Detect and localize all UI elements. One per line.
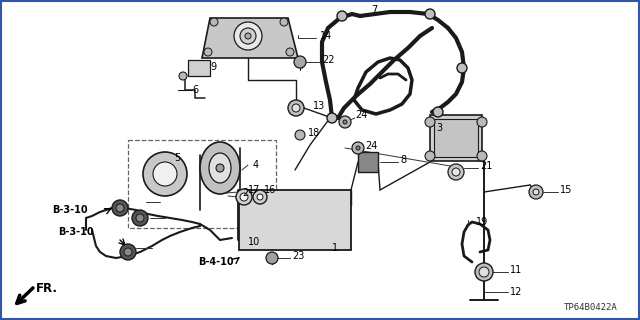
Text: B-3-10: B-3-10 bbox=[52, 205, 88, 215]
Circle shape bbox=[116, 204, 124, 212]
Circle shape bbox=[294, 56, 306, 68]
Text: B-4-10: B-4-10 bbox=[198, 257, 234, 267]
Circle shape bbox=[124, 248, 132, 256]
Circle shape bbox=[288, 100, 304, 116]
Text: 10: 10 bbox=[248, 237, 260, 247]
Text: 3: 3 bbox=[436, 123, 442, 133]
Circle shape bbox=[112, 200, 128, 216]
Circle shape bbox=[452, 168, 460, 176]
Text: 2: 2 bbox=[242, 188, 248, 198]
Circle shape bbox=[295, 130, 305, 140]
Text: B-3-10: B-3-10 bbox=[58, 227, 93, 237]
Circle shape bbox=[425, 151, 435, 161]
Circle shape bbox=[257, 194, 263, 200]
Circle shape bbox=[533, 189, 539, 195]
Circle shape bbox=[245, 33, 251, 39]
Circle shape bbox=[143, 152, 187, 196]
Text: 11: 11 bbox=[510, 265, 522, 275]
Bar bbox=[239, 190, 351, 250]
Text: FR.: FR. bbox=[36, 282, 58, 294]
Circle shape bbox=[179, 72, 187, 80]
Circle shape bbox=[136, 214, 144, 222]
Circle shape bbox=[477, 151, 487, 161]
Bar bbox=[358, 152, 378, 172]
Circle shape bbox=[425, 117, 435, 127]
Circle shape bbox=[236, 189, 252, 205]
Text: 5: 5 bbox=[174, 153, 180, 163]
Circle shape bbox=[477, 117, 487, 127]
Circle shape bbox=[132, 210, 148, 226]
Text: 9: 9 bbox=[210, 62, 216, 72]
Circle shape bbox=[286, 48, 294, 56]
Text: 21: 21 bbox=[480, 161, 492, 171]
Circle shape bbox=[240, 28, 256, 44]
Circle shape bbox=[433, 107, 443, 117]
Circle shape bbox=[204, 48, 212, 56]
Circle shape bbox=[479, 267, 489, 277]
Circle shape bbox=[475, 263, 493, 281]
Circle shape bbox=[280, 18, 288, 26]
Text: 18: 18 bbox=[308, 128, 320, 138]
Circle shape bbox=[210, 18, 218, 26]
Polygon shape bbox=[202, 18, 298, 58]
Circle shape bbox=[266, 252, 278, 264]
Circle shape bbox=[352, 142, 364, 154]
Circle shape bbox=[343, 120, 347, 124]
Text: 4: 4 bbox=[253, 160, 259, 170]
Bar bbox=[188, 60, 210, 76]
Circle shape bbox=[240, 193, 248, 201]
Text: 17: 17 bbox=[248, 185, 260, 195]
Text: 7: 7 bbox=[371, 5, 377, 15]
Circle shape bbox=[234, 22, 262, 50]
Text: 16: 16 bbox=[264, 185, 276, 195]
Circle shape bbox=[448, 164, 464, 180]
Bar bbox=[430, 115, 482, 161]
Text: 15: 15 bbox=[560, 185, 572, 195]
Text: 13: 13 bbox=[313, 101, 325, 111]
Ellipse shape bbox=[209, 153, 231, 183]
Text: 12: 12 bbox=[510, 287, 522, 297]
Text: 6: 6 bbox=[192, 85, 198, 95]
Circle shape bbox=[153, 162, 177, 186]
Circle shape bbox=[339, 116, 351, 128]
Circle shape bbox=[425, 9, 435, 19]
Circle shape bbox=[327, 113, 337, 123]
Text: 22: 22 bbox=[322, 55, 335, 65]
Text: 23: 23 bbox=[292, 251, 305, 261]
Circle shape bbox=[337, 11, 347, 21]
Circle shape bbox=[457, 63, 467, 73]
Text: 1: 1 bbox=[332, 243, 338, 253]
Text: 24: 24 bbox=[355, 110, 367, 120]
Text: 19: 19 bbox=[476, 217, 488, 227]
Circle shape bbox=[120, 244, 136, 260]
Circle shape bbox=[529, 185, 543, 199]
Bar bbox=[128, 140, 276, 228]
Circle shape bbox=[356, 146, 360, 150]
Circle shape bbox=[253, 190, 267, 204]
Circle shape bbox=[292, 104, 300, 112]
Ellipse shape bbox=[200, 142, 240, 194]
Bar bbox=[434, 119, 478, 157]
Text: 8: 8 bbox=[400, 155, 406, 165]
Text: 14: 14 bbox=[320, 31, 332, 41]
Text: TP64B0422A: TP64B0422A bbox=[564, 303, 618, 312]
Ellipse shape bbox=[216, 164, 224, 172]
Text: 24: 24 bbox=[365, 141, 378, 151]
